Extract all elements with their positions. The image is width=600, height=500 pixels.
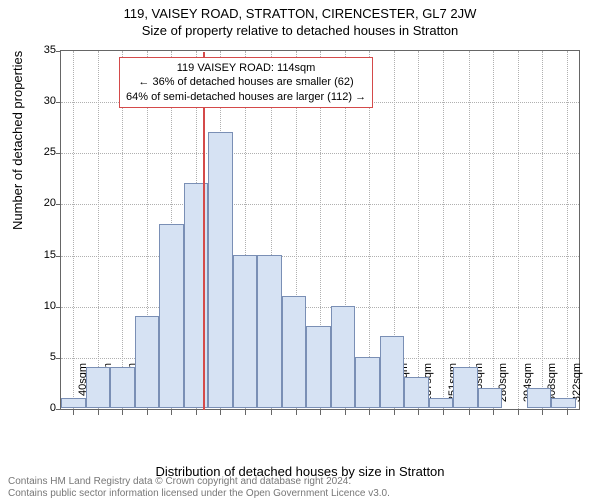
histogram-bar [429,398,454,408]
ytick-mark [56,51,61,52]
annotation-line1: 119 VAISEY ROAD: 114sqm [126,61,366,75]
annotation-line3: 64% of semi-detached houses are larger (… [126,90,366,104]
xtick-mark [320,410,321,415]
xtick-mark [122,410,123,415]
ytick-label: 25 [26,146,56,158]
gridline-v [73,51,74,409]
histogram-bar [478,388,503,408]
gridline-v [443,51,444,409]
histogram-bar [159,224,184,408]
ytick-mark [56,204,61,205]
histogram-bar [551,398,576,408]
xtick-mark [345,410,346,415]
ytick-mark [56,358,61,359]
xtick-mark [147,410,148,415]
xtick-mark [542,410,543,415]
gridline-v [493,51,494,409]
xtick-mark [271,410,272,415]
histogram-bar [257,255,282,408]
histogram-bar [355,357,380,408]
xtick-mark [196,410,197,415]
xtick-mark [369,410,370,415]
y-axis-label: Number of detached properties [10,51,25,230]
gridline-v [418,51,419,409]
plot-border: 40sqm54sqm68sqm82sqm96sqm110sqm124sqm138… [60,50,580,410]
gridline-v [469,51,470,409]
xtick-mark [443,410,444,415]
xtick-mark [245,410,246,415]
ytick-label: 5 [26,351,56,363]
gridline-v [518,51,519,409]
histogram-bar [61,398,86,408]
ytick-label: 10 [26,300,56,312]
ytick-mark [56,307,61,308]
ytick-label: 30 [26,95,56,107]
histogram-bar [331,306,356,408]
plot-area: 40sqm54sqm68sqm82sqm96sqm110sqm124sqm138… [60,50,580,410]
gridline-v [542,51,543,409]
histogram-bar [380,336,405,408]
footer-line1: Contains HM Land Registry data © Crown c… [8,476,351,487]
gridline-v [98,51,99,409]
histogram-bar [282,296,307,409]
histogram-bar [404,377,429,408]
chart-title-line1: 119, VAISEY ROAD, STRATTON, CIRENCESTER,… [0,0,600,21]
ytick-label: 20 [26,197,56,209]
xtick-mark [493,410,494,415]
ytick-label: 0 [26,402,56,414]
xtick-mark [394,410,395,415]
xtick-mark [296,410,297,415]
xtick-mark [518,410,519,415]
ytick-label: 35 [26,44,56,56]
xtick-mark [418,410,419,415]
xtick-mark [220,410,221,415]
footer-line2: Contains public sector information licen… [8,488,390,499]
annotation-line2: ← 36% of detached houses are smaller (62… [126,75,366,89]
histogram-bar [453,367,478,408]
histogram-bar [86,367,111,408]
ytick-mark [56,409,61,410]
ytick-mark [56,102,61,103]
annotation-box: 119 VAISEY ROAD: 114sqm← 36% of detached… [119,57,373,108]
histogram-bar [306,326,331,408]
xtick-mark [73,410,74,415]
gridline-v [567,51,568,409]
ytick-label: 15 [26,249,56,261]
chart-title-line2: Size of property relative to detached ho… [0,21,600,38]
histogram-bar [233,255,258,408]
ytick-mark [56,153,61,154]
xtick-mark [469,410,470,415]
footer-attribution: Contains HM Land Registry data © Crown c… [8,476,390,500]
xtick-mark [567,410,568,415]
chart-container: 119, VAISEY ROAD, STRATTON, CIRENCESTER,… [0,0,600,500]
histogram-bar [135,316,160,408]
histogram-bar [110,367,135,408]
xtick-mark [171,410,172,415]
histogram-bar [208,132,233,408]
ytick-mark [56,256,61,257]
histogram-bar [527,388,552,408]
xtick-mark [98,410,99,415]
